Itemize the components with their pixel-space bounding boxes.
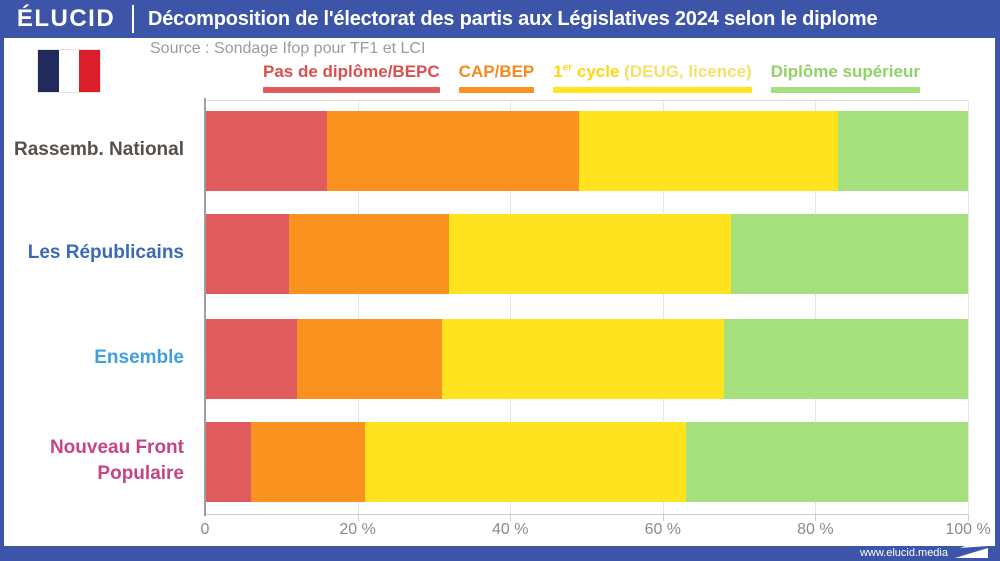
header-divider	[132, 5, 134, 33]
gridline	[815, 101, 817, 514]
page-title: Décomposition de l'électorat des partis …	[148, 8, 878, 30]
bar-segment	[205, 319, 297, 399]
x-axis-tick-label: 40 %	[491, 521, 529, 538]
legend-label: 1er cycle (DEUG, licence)	[553, 62, 752, 81]
bar-row	[205, 422, 968, 502]
legend-item-cap-bep: CAP/BEP	[458, 62, 535, 93]
flag-white-stripe	[58, 50, 80, 92]
bar-segment	[441, 319, 724, 399]
source-caption: Source : Sondage Ifop pour TF1 et LCI	[150, 40, 426, 57]
plot-area	[205, 100, 969, 521]
bar-segment	[731, 214, 968, 294]
elucid-logo: ÉLUCID	[16, 5, 116, 32]
legend-label: CAP/BEP	[458, 62, 535, 81]
legend-label-detail: (DEUG, licence)	[624, 62, 752, 81]
chart-legend: Pas de diplôme/BEPC CAP/BEP 1er cycle (D…	[263, 62, 920, 93]
left-border	[0, 0, 4, 561]
bar-segment	[365, 422, 686, 502]
bar-row	[205, 111, 968, 191]
row-label: Les Républicains	[27, 242, 184, 263]
row-label: Ensemble	[94, 347, 184, 368]
category-labels: Rassemb. National Les Républicains Ensembl…	[0, 100, 184, 515]
axis-tick	[510, 514, 512, 521]
bar-segment	[250, 422, 366, 502]
france-flag-icon	[38, 50, 101, 92]
flag-blue-stripe	[38, 50, 59, 92]
gridline	[662, 101, 664, 514]
gridline	[968, 101, 969, 514]
bar-segment	[723, 319, 968, 399]
legend-item-no-diploma: Pas de diplôme/BEPC	[263, 62, 440, 93]
flag-red-stripe	[79, 50, 101, 92]
legend-item-1er-cycle: 1er cycle (DEUG, licence)	[553, 62, 752, 93]
legend-label: Diplôme supérieur	[770, 62, 920, 81]
footer-bar: www.elucid.media	[0, 546, 1000, 561]
bar-segment	[205, 422, 251, 502]
legend-label: Pas de diplôme/BEPC	[263, 62, 440, 81]
gridline	[357, 101, 359, 514]
x-axis-tick-label: 100 %	[945, 521, 991, 538]
legend-underline	[458, 87, 535, 93]
row-label: Nouveau Front Populaire	[49, 437, 184, 484]
bar-segment	[578, 111, 839, 191]
bar-segment	[205, 214, 289, 294]
bar-segment	[449, 214, 732, 294]
legend-underline	[770, 87, 920, 93]
row-label: Rassemb. National	[14, 139, 184, 160]
legend-item-superieur: Diplôme supérieur	[770, 62, 920, 93]
x-axis-tick-label: 0	[200, 521, 210, 538]
website-url: www.elucid.media	[859, 547, 948, 559]
bar-segment	[838, 111, 968, 191]
y-axis-line	[204, 98, 206, 516]
bar-segment	[288, 214, 450, 294]
x-axis-tick-label: 60 %	[644, 521, 682, 538]
x-axis-labels: 0 20 % 40 % 60 % 80 % 100 %	[201, 521, 991, 543]
axis-tick	[662, 514, 664, 521]
x-axis-tick-label: 20 %	[339, 521, 376, 538]
bar-row	[205, 319, 968, 399]
header-bar: ÉLUCID Décomposition de l'électorat des …	[0, 0, 1000, 38]
legend-underline	[263, 87, 440, 93]
elucid-flag-icon	[955, 537, 988, 558]
axis-tick	[968, 514, 969, 521]
axis-tick	[815, 514, 817, 521]
axis-tick	[357, 514, 359, 521]
legend-underline	[553, 87, 752, 93]
bar-segment	[205, 111, 328, 191]
gridline	[510, 101, 512, 514]
bar-segment	[685, 422, 968, 502]
x-axis-tick-label: 80 %	[797, 521, 834, 538]
right-border	[995, 0, 1000, 561]
bar-segment	[327, 111, 579, 191]
bar-segment	[296, 319, 442, 399]
bar-row	[205, 214, 968, 294]
